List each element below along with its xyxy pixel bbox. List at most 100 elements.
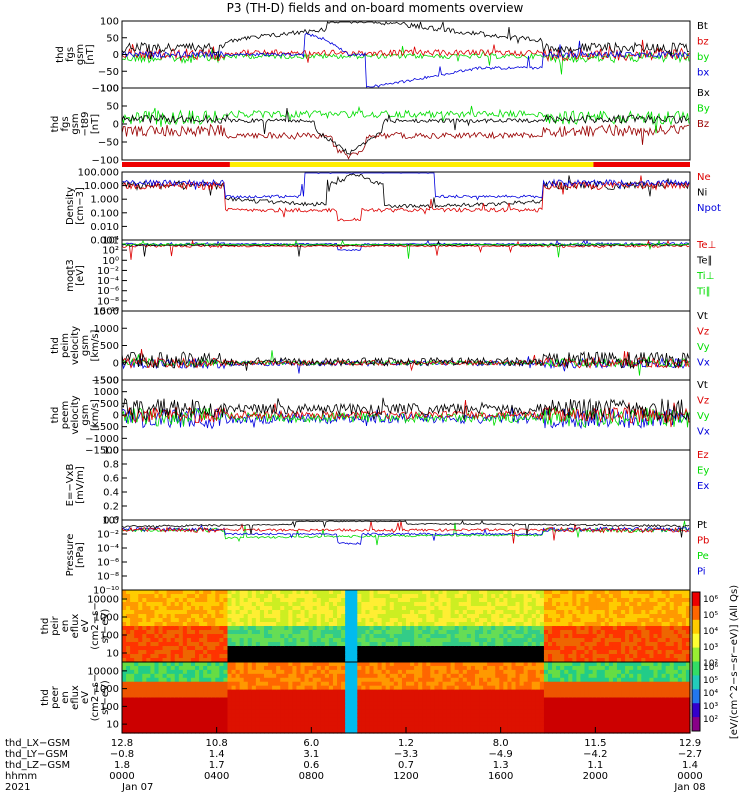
- heatmap-cell: [596, 717, 602, 722]
- heatmap-cell: [535, 626, 541, 631]
- heatmap-cell: [126, 646, 131, 651]
- heatmap-cell: [146, 606, 151, 611]
- heatmap-cell: [548, 685, 553, 691]
- heatmap-cell: [633, 618, 638, 623]
- heatmap-cell: [150, 594, 156, 599]
- heatmap-cell: [539, 646, 545, 651]
- heatmap-cell: [523, 717, 529, 722]
- heatmap-cell: [369, 634, 375, 639]
- heatmap-cell: [227, 673, 233, 679]
- heatmap-cell: [170, 610, 176, 615]
- heatmap-cell: [479, 618, 484, 623]
- heatmap-cell: [466, 618, 472, 623]
- heatmap-cell: [385, 610, 391, 615]
- heatmap-cell: [170, 709, 176, 714]
- heatmap-cell: [479, 693, 484, 699]
- heatmap-cell: [474, 590, 480, 595]
- heatmap-cell: [523, 590, 529, 595]
- heatmap-cell: [377, 606, 383, 611]
- heatmap-cell: [337, 650, 342, 655]
- heatmap-cell: [604, 677, 610, 683]
- heatmap-cell: [304, 634, 310, 639]
- heatmap-cell: [150, 610, 156, 615]
- heatmap-cell: [195, 602, 200, 607]
- heatmap-cell: [288, 654, 293, 659]
- heatmap-cell: [316, 594, 322, 599]
- heatmap-cell: [466, 650, 472, 655]
- heatmap-cell: [677, 614, 683, 619]
- heatmap-cell: [539, 693, 545, 699]
- heatmap-cell: [401, 729, 407, 734]
- heatmap-cell: [515, 642, 521, 647]
- heatmap-cell: [247, 729, 253, 734]
- heatmap-cell: [341, 677, 346, 683]
- heatmap-cell: [564, 626, 569, 631]
- heatmap-cell: [401, 721, 407, 726]
- heatmap-cell: [507, 693, 513, 699]
- heatmap-cell: [649, 590, 655, 595]
- heatmap-cell: [576, 721, 582, 726]
- heatmap-cell: [178, 665, 184, 671]
- heatmap-cell: [588, 594, 594, 599]
- heatmap-cell: [308, 717, 314, 722]
- heatmap-cell: [548, 669, 553, 675]
- heatmap-cell: [588, 721, 594, 726]
- heatmap-cell: [337, 646, 342, 651]
- heatmap-cell: [186, 673, 192, 679]
- heatmap-cell: [410, 650, 415, 655]
- heatmap-cell: [292, 606, 298, 611]
- heatmap-cell: [300, 590, 306, 595]
- heatmap-cell: [616, 689, 622, 695]
- heatmap-cell: [162, 606, 168, 611]
- heatmap-cell: [410, 681, 415, 687]
- heatmap-cell: [292, 598, 298, 603]
- heatmap-cell: [600, 673, 606, 679]
- heatmap-cell: [564, 717, 569, 722]
- heatmap-cell: [276, 654, 281, 659]
- heatmap-cell: [576, 677, 582, 683]
- heatmap-cell: [190, 618, 196, 623]
- heatmap-cell: [588, 669, 594, 675]
- heatmap-cell: [633, 598, 638, 603]
- heatmap-cell: [337, 606, 342, 611]
- heatmap-cell: [255, 701, 261, 706]
- heatmap-cell: [174, 594, 180, 599]
- heatmap-cell: [580, 630, 586, 635]
- heatmap-cell: [535, 729, 541, 734]
- heatmap-cell: [434, 689, 440, 695]
- heatmap-cell: [531, 614, 537, 619]
- heatmap-cell: [316, 602, 322, 607]
- heatmap-cell: [584, 705, 590, 710]
- heatmap-cell: [203, 673, 208, 679]
- heatmap-cell: [158, 705, 164, 710]
- heatmap-cell: [479, 646, 484, 651]
- heatmap-cell: [462, 669, 468, 675]
- heatmap-cell: [332, 709, 338, 714]
- heatmap-cell: [568, 721, 573, 726]
- heatmap-cell: [146, 729, 151, 734]
- heatmap-cell: [629, 594, 634, 599]
- heatmap-cell: [296, 725, 302, 730]
- heatmap-cell: [259, 642, 265, 647]
- heatmap-cell: [584, 701, 590, 706]
- heatmap-cell: [195, 717, 200, 722]
- heatmap-cell: [564, 713, 569, 718]
- heatmap-cell: [531, 606, 537, 611]
- heatmap-cell: [239, 693, 245, 699]
- heatmap-cell: [519, 622, 525, 627]
- heatmap-cell: [621, 713, 626, 718]
- heatmap-cell: [203, 725, 208, 730]
- heatmap-cell: [130, 701, 135, 706]
- heatmap-cell: [255, 646, 261, 651]
- heatmap-cell: [454, 634, 460, 639]
- heatmap-cell: [397, 618, 403, 623]
- heatmap-cell: [450, 630, 456, 635]
- heatmap-cell: [195, 693, 200, 699]
- heatmap-cell: [572, 705, 577, 710]
- heatmap-cell: [138, 590, 143, 595]
- heatmap-cell: [657, 594, 663, 599]
- heatmap-cell: [685, 658, 691, 663]
- heatmap-cell: [470, 618, 476, 623]
- heatmap-cell: [446, 602, 452, 607]
- heatmap-cell: [126, 590, 131, 595]
